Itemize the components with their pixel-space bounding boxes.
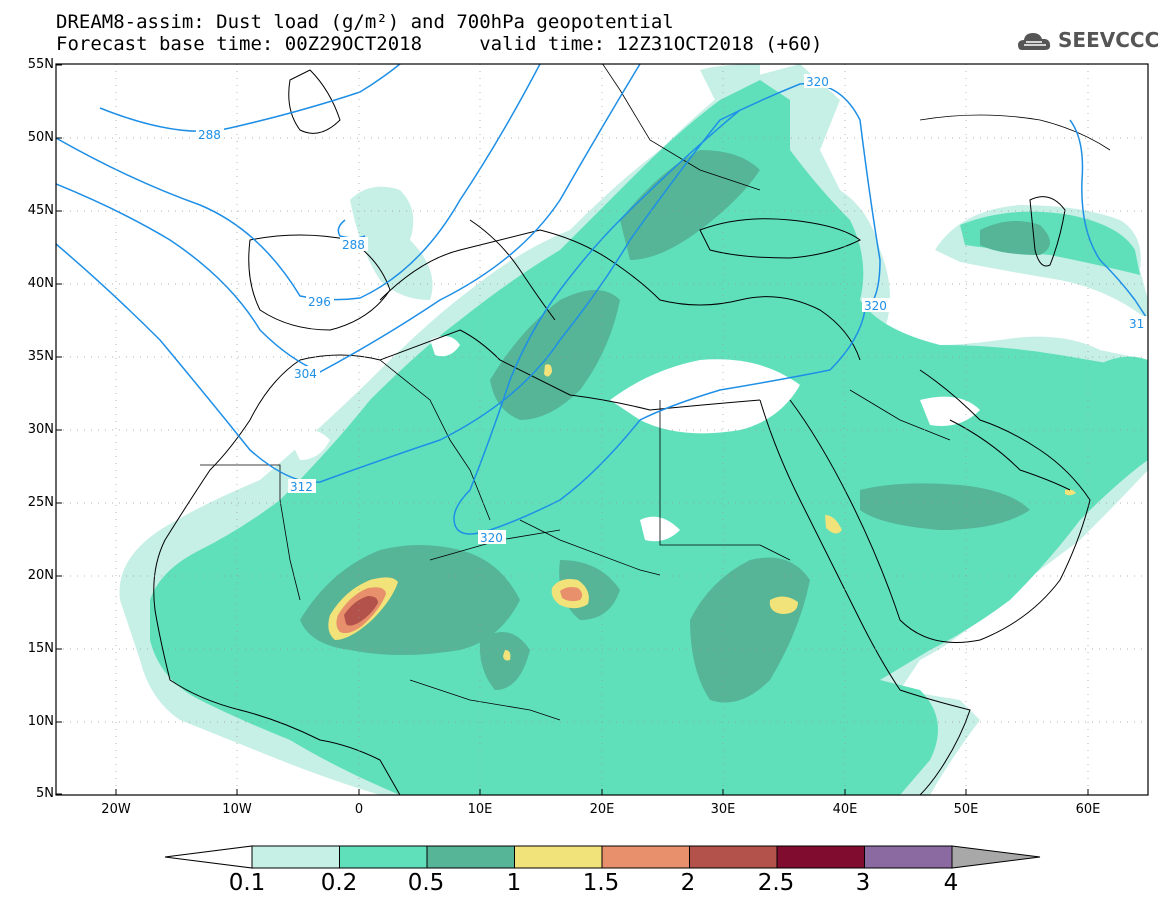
- legend-tick-2-5: 2.5: [757, 870, 795, 896]
- dust-level-2: [344, 596, 378, 626]
- contour-label-296: 296: [308, 295, 331, 309]
- lat-label-45n: 45N: [27, 203, 54, 218]
- axis-ticks: [56, 64, 1089, 795]
- lat-label-5n: 5N: [36, 786, 54, 801]
- legend-tick-4: 4: [943, 870, 959, 896]
- geopotential-contours: [56, 64, 1148, 535]
- legend-tick-3: 3: [855, 870, 871, 896]
- legend-tick-1: 1: [506, 870, 522, 896]
- lon-label-0: 0: [354, 802, 364, 817]
- lon-label-20e: 20E: [589, 802, 615, 817]
- logo-text: SEEVCCC: [1058, 28, 1160, 52]
- legend-tick-0-5: 0.5: [407, 870, 445, 896]
- lat-label-15n: 15N: [27, 641, 54, 656]
- coastlines: [153, 64, 1111, 795]
- contour-label-288a: 288: [198, 128, 221, 142]
- map-title: DREAM8-assim: Dust load (g/m²) and 700hP…: [56, 11, 674, 33]
- lat-label-50n: 50N: [27, 130, 54, 145]
- contour-label-320a: 320: [806, 75, 829, 89]
- lat-label-25n: 25N: [27, 495, 54, 510]
- lon-label-20w: 20W: [101, 802, 131, 817]
- contour-label-288b: 288: [342, 238, 365, 252]
- lon-label-10w: 10W: [222, 802, 252, 817]
- lon-label-40e: 40E: [832, 802, 858, 817]
- lat-label-20n: 20N: [27, 568, 54, 583]
- lon-label-10e: 10E: [467, 802, 493, 817]
- contour-label-group: 288 288 296 304 312 320 320 320 31: [196, 74, 1148, 545]
- contour-label-304: 304: [294, 367, 317, 381]
- lat-label-30n: 30N: [27, 422, 54, 437]
- lat-label-40n: 40N: [27, 276, 54, 291]
- lon-label-60e: 60E: [1075, 802, 1101, 817]
- legend-tick-1-5: 1.5: [582, 870, 620, 896]
- seevccc-logo: [1018, 33, 1051, 50]
- legend-tick-2: 2: [680, 870, 696, 896]
- legend-tick-0-1: 0.1: [228, 870, 266, 896]
- graticule: [56, 64, 1148, 795]
- lon-label-50e: 50E: [953, 802, 979, 817]
- forecast-times: Forecast base time: 00Z29OCT2018 valid t…: [56, 33, 823, 55]
- contour-label-320b: 320: [864, 299, 887, 313]
- clear-patches: [290, 336, 980, 542]
- lat-label-35n: 35N: [27, 349, 54, 364]
- contour-label-31: 31: [1129, 317, 1144, 331]
- lat-label-10n: 10N: [27, 714, 54, 729]
- legend-tick-0-2: 0.2: [320, 870, 358, 896]
- contour-label-320c: 320: [480, 531, 503, 545]
- lat-label-55n: 55N: [27, 57, 54, 72]
- contour-label-312: 312: [290, 480, 313, 494]
- lon-label-30e: 30E: [710, 802, 736, 817]
